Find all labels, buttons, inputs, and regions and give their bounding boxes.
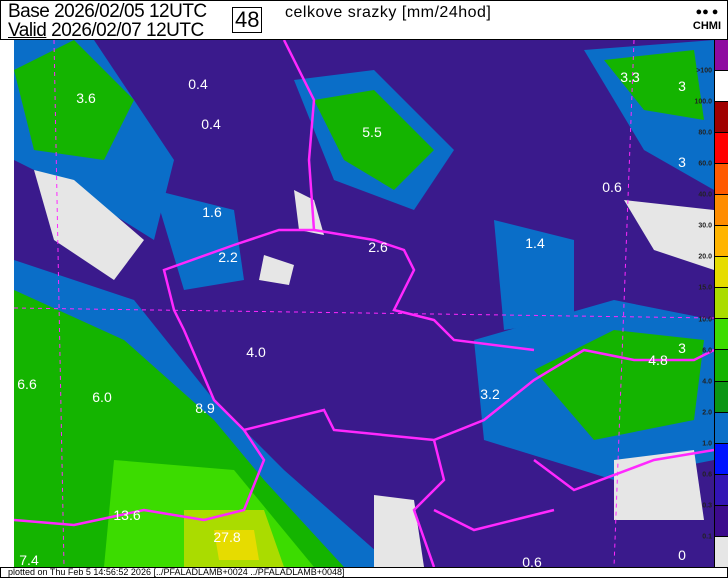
precip-value-label: 4.8 xyxy=(648,352,668,368)
precip-value-label: 0.4 xyxy=(188,76,208,92)
precip-value-label: 3.3 xyxy=(620,69,640,85)
precip-field xyxy=(14,40,714,567)
precip-value-label: 0.6 xyxy=(602,179,622,195)
legend-label: >100 xyxy=(696,67,712,75)
legend-swatch xyxy=(715,226,728,258)
base-time: Base 2026/02/05 12UTC xyxy=(8,2,207,21)
base-label: Base xyxy=(8,1,50,22)
legend-label: 40.0 xyxy=(698,191,712,199)
legend-swatch xyxy=(715,350,728,382)
valid-value: 2026/02/07 12UTC xyxy=(51,20,204,41)
legend-label: 0.6 xyxy=(702,471,712,479)
legend-label: 4.0 xyxy=(702,378,712,386)
legend-label: 30.0 xyxy=(698,222,712,230)
legend-swatch xyxy=(715,40,728,72)
precip-value-label: 3.6 xyxy=(76,90,96,106)
legend-swatch xyxy=(715,257,728,289)
legend-swatch xyxy=(715,164,728,196)
precip-value-label: 8.9 xyxy=(195,400,215,416)
header: Base 2026/02/05 12UTC Valid 2026/02/07 1… xyxy=(0,0,728,40)
field-green xyxy=(534,330,704,440)
legend-swatch xyxy=(715,288,728,320)
country-border xyxy=(162,40,714,442)
map-title: celkove srazky [mm/24hod] xyxy=(285,4,492,21)
legend-swatch xyxy=(715,412,728,444)
precip-value-label: 3 xyxy=(678,340,686,356)
chmi-logo-mark: ●● ● xyxy=(695,6,719,18)
field-gray xyxy=(624,200,714,270)
legend-swatch xyxy=(715,133,728,165)
field-green xyxy=(14,290,344,567)
legend-label: 100.0 xyxy=(694,98,712,106)
precip-value-label: 0.6 xyxy=(522,554,542,567)
legend-swatch xyxy=(715,319,728,351)
base-value: 2026/02/05 12UTC xyxy=(54,1,207,22)
field-green xyxy=(314,90,434,190)
country-border xyxy=(313,228,535,352)
legend-label: 80.0 xyxy=(698,129,712,137)
precip-value-label: 3 xyxy=(678,154,686,170)
precip-value-label: 1.4 xyxy=(525,235,545,251)
precip-value-label: 2.2 xyxy=(218,249,238,265)
legend-label: 0.1 xyxy=(702,533,712,541)
field-green xyxy=(604,50,704,120)
legend-swatch xyxy=(715,71,728,103)
legend-swatch xyxy=(715,536,728,568)
country-border xyxy=(412,439,714,567)
precip-value-label: 0.4 xyxy=(201,116,221,132)
precip-value-label: 27.8 xyxy=(213,529,241,545)
legend-label: 20.0 xyxy=(698,253,712,261)
field-green xyxy=(14,40,134,160)
precipitation-map: 3.6 0.4 0.4 5.5 3.3 3 3 0.6 1.6 2.2 2.6 1.4 4.0 4.8 3 6… xyxy=(14,40,714,567)
country-border xyxy=(14,429,266,527)
field-yellow xyxy=(214,530,259,560)
precip-value-label: 4.0 xyxy=(246,344,266,360)
precip-value-label: 5.5 xyxy=(362,124,382,140)
legend-label: 15.0 xyxy=(698,284,712,292)
precip-value-label: 2.6 xyxy=(368,239,388,255)
valid-label: Valid xyxy=(8,20,47,41)
lead-hours: 48 xyxy=(232,7,263,33)
field-gray xyxy=(34,170,144,280)
field-gray xyxy=(374,495,424,567)
color-legend xyxy=(714,40,728,568)
field-blue xyxy=(154,190,244,290)
legend-label: 0.3 xyxy=(702,502,712,510)
chmi-logo: ●● ● CHMI xyxy=(693,5,721,33)
country-border xyxy=(433,508,555,532)
legend-label: 1.0 xyxy=(702,440,712,448)
precip-value-label: 3.2 xyxy=(480,386,500,402)
precip-value-label: 6.0 xyxy=(92,389,112,405)
field-gray xyxy=(294,190,324,235)
precip-value-label: 1.6 xyxy=(202,204,222,220)
legend-label: 60.0 xyxy=(698,160,712,168)
legend-label: 2.0 xyxy=(702,409,712,417)
legend-label: 6.0 xyxy=(702,347,712,355)
field-gray xyxy=(259,255,294,285)
legend-label: 10.0 xyxy=(698,316,712,324)
precip-value-label: 3 xyxy=(678,78,686,94)
legend-swatch xyxy=(715,195,728,227)
valid-time: Valid 2026/02/07 12UTC xyxy=(8,21,204,40)
field-gray xyxy=(614,450,704,520)
legend-swatch xyxy=(715,474,728,506)
legend-swatch xyxy=(715,102,728,134)
chmi-logo-text: CHMI xyxy=(692,20,721,32)
legend-swatch xyxy=(715,443,728,475)
precip-value-label: 13.6 xyxy=(113,507,141,523)
precip-value-label: 0 xyxy=(678,547,686,563)
precip-value-label: 7.4 xyxy=(19,552,39,567)
footer-plot-info: plotted on Thu Feb 5 14:56:52 2026 [../P… xyxy=(0,567,728,578)
legend-swatch xyxy=(715,381,728,413)
legend-swatch xyxy=(715,505,728,537)
field-blue xyxy=(494,220,574,330)
precip-value-label: 6.6 xyxy=(17,376,37,392)
